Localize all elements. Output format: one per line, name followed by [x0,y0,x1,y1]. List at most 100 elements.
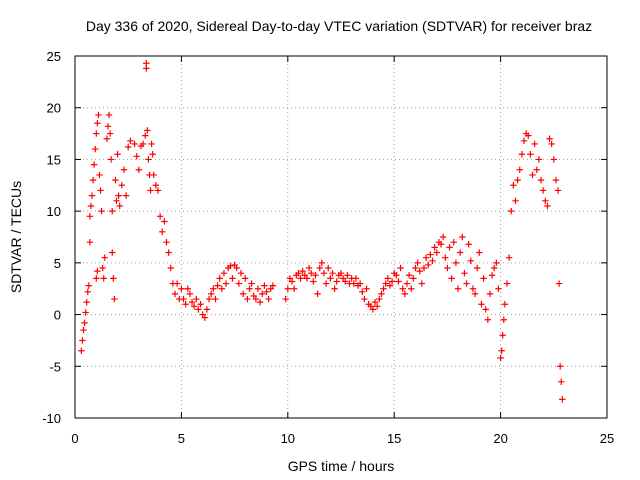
data-point [491,264,498,272]
data-point [246,285,253,292]
data-point [484,316,492,323]
data-point [205,295,213,303]
data-point [143,60,150,67]
data-point [388,278,396,285]
x-tick-label-5: 5 [178,431,185,446]
data-point [486,290,494,298]
data-point [505,254,513,261]
data-point [518,151,526,158]
data-point [444,264,451,272]
data-point [98,207,105,215]
data-point [239,290,247,298]
data-point [405,272,413,279]
data-point [478,301,485,308]
data-point [393,272,400,279]
data-point [297,275,304,282]
data-point [81,319,88,327]
data-point [527,151,534,158]
data-point [401,290,409,298]
data-point [342,278,349,285]
data-point [235,280,243,287]
data-point [149,151,156,158]
data-point [133,153,140,160]
data-point [322,280,330,287]
x-tick-label-10: 10 [281,431,295,446]
data-point [227,262,234,270]
data-point [422,254,430,261]
data-point [382,280,389,287]
data-point [499,332,506,339]
data-point [329,270,336,277]
data-point [78,347,85,354]
data-point [461,270,468,277]
axis-ticks [74,55,608,419]
data-point [111,295,118,303]
data-point [331,285,338,292]
data-point [184,285,191,292]
data-point [320,270,328,277]
data-point [88,192,96,199]
data-point [535,156,543,163]
data-point [501,301,509,308]
data-point [318,259,326,267]
data-point [546,135,553,142]
data-point [79,337,86,344]
data-point [497,354,504,362]
data-point [171,290,179,298]
data-point [373,303,381,310]
data-point [384,275,392,282]
data-point [290,285,298,292]
data-point [220,270,228,277]
data-point [412,264,419,272]
data-point [207,290,215,298]
data-point [110,275,117,282]
data-point [222,280,230,287]
x-tick-label-20: 20 [493,431,507,446]
data-point [93,130,100,137]
data-point [544,202,551,210]
data-point [144,127,151,134]
data-point [152,182,160,189]
data-point [113,197,120,204]
data-point [139,140,147,148]
data-point [503,280,511,287]
y-tick-label-20: 20 [47,101,61,116]
data-point [109,249,116,256]
data-points [78,60,566,403]
data-point [161,218,168,225]
data-point [252,295,260,303]
data-point [386,282,394,289]
data-point [114,151,121,158]
data-point [80,326,87,334]
data-point [269,282,277,289]
data-point [85,282,93,289]
data-point [122,192,130,199]
data-point [89,176,97,184]
data-point [550,156,557,163]
data-point [99,264,106,272]
x-tick-label-25: 25 [600,431,614,446]
data-point [100,275,107,282]
data-point [156,213,164,220]
data-point [427,251,434,258]
data-point [439,233,447,241]
data-point [399,285,406,292]
data-point [371,298,379,306]
data-point [548,140,555,148]
data-point [452,259,460,267]
data-point [254,285,262,292]
data-point [378,290,385,298]
data-point [500,316,507,323]
data-point [476,249,483,256]
data-point [463,280,470,287]
data-point [216,275,223,282]
data-point [408,285,415,292]
data-point [118,182,126,189]
data-point [418,280,426,287]
data-point [105,111,113,119]
data-point [380,285,387,292]
y-tick-label-10: 10 [47,204,61,219]
data-point [178,285,185,292]
data-point [190,303,198,310]
data-point [112,176,119,184]
